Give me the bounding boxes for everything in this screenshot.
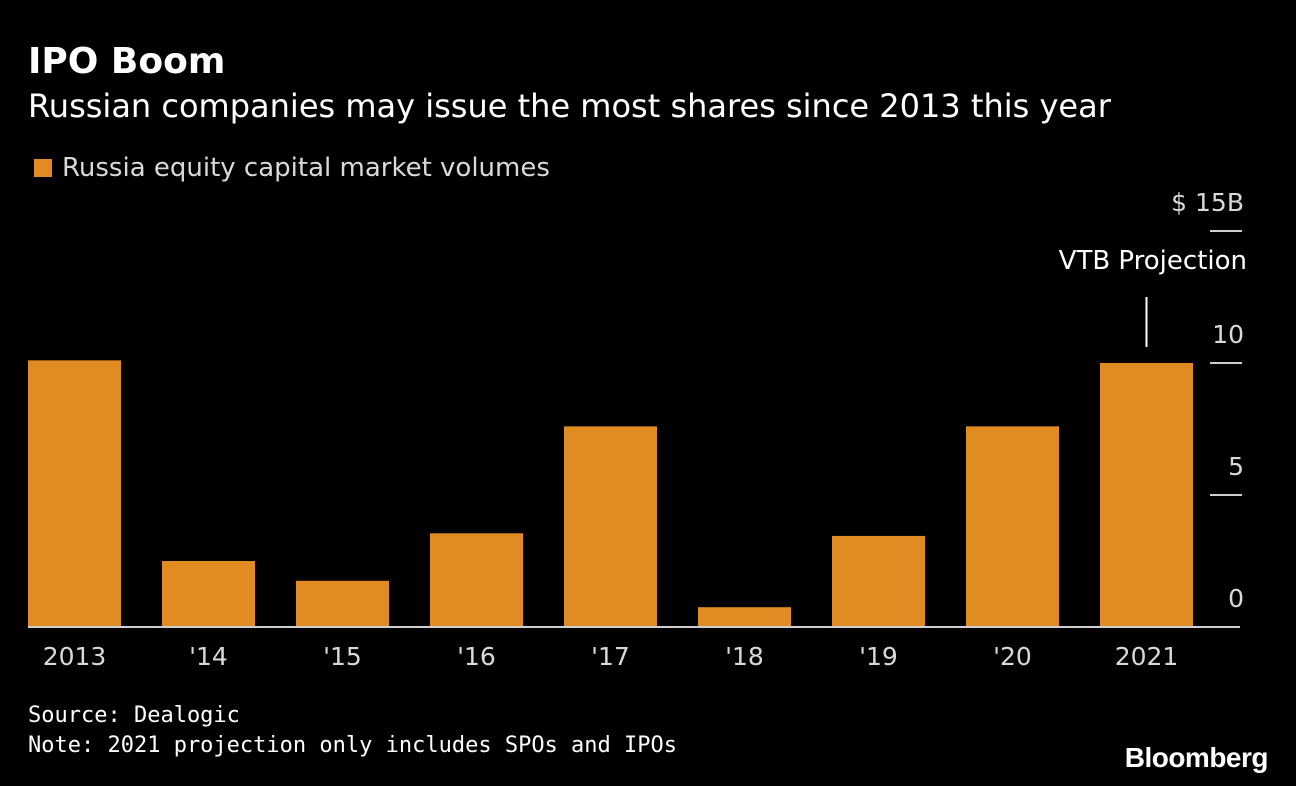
projection-note: Note: 2021 projection only includes SPOs…: [28, 733, 678, 758]
bar-16: [430, 533, 523, 627]
x-tick-label: 2021: [1115, 642, 1179, 671]
bar-14: [162, 561, 255, 627]
bar-20: [966, 426, 1059, 627]
legend-swatch: [34, 159, 52, 177]
bar-19: [832, 535, 925, 627]
y-tick-label: 0: [1228, 584, 1244, 613]
bar-15: [296, 580, 389, 627]
bar-18: [698, 607, 791, 627]
y-tick-label: 5: [1228, 452, 1244, 481]
annotation-label: VTB Projection: [1059, 246, 1247, 276]
y-tick-label: 10: [1212, 320, 1244, 349]
x-tick-label: 2013: [43, 642, 107, 671]
bloomberg-logo: Bloomberg: [1124, 742, 1269, 773]
chart-subtitle: Russian companies may issue the most sha…: [28, 87, 1111, 125]
bar-17: [564, 426, 657, 627]
bar-2013: [28, 360, 121, 627]
source-note: Source: Dealogic: [28, 703, 240, 728]
legend-label: Russia equity capital market volumes: [62, 153, 550, 183]
x-tick-label: '17: [591, 642, 630, 671]
chart-title: IPO Boom: [28, 41, 226, 82]
x-tick-label: '20: [993, 642, 1032, 671]
x-tick-label: '15: [323, 642, 362, 671]
y-tick-label: $ 15B: [1171, 188, 1244, 217]
x-tick-label: '19: [859, 642, 898, 671]
x-tick-label: '16: [457, 642, 496, 671]
legend: Russia equity capital market volumes: [34, 150, 550, 186]
x-tick-label: '18: [725, 642, 764, 671]
x-tick-label: '14: [189, 642, 228, 671]
bar-2021: [1100, 363, 1193, 627]
